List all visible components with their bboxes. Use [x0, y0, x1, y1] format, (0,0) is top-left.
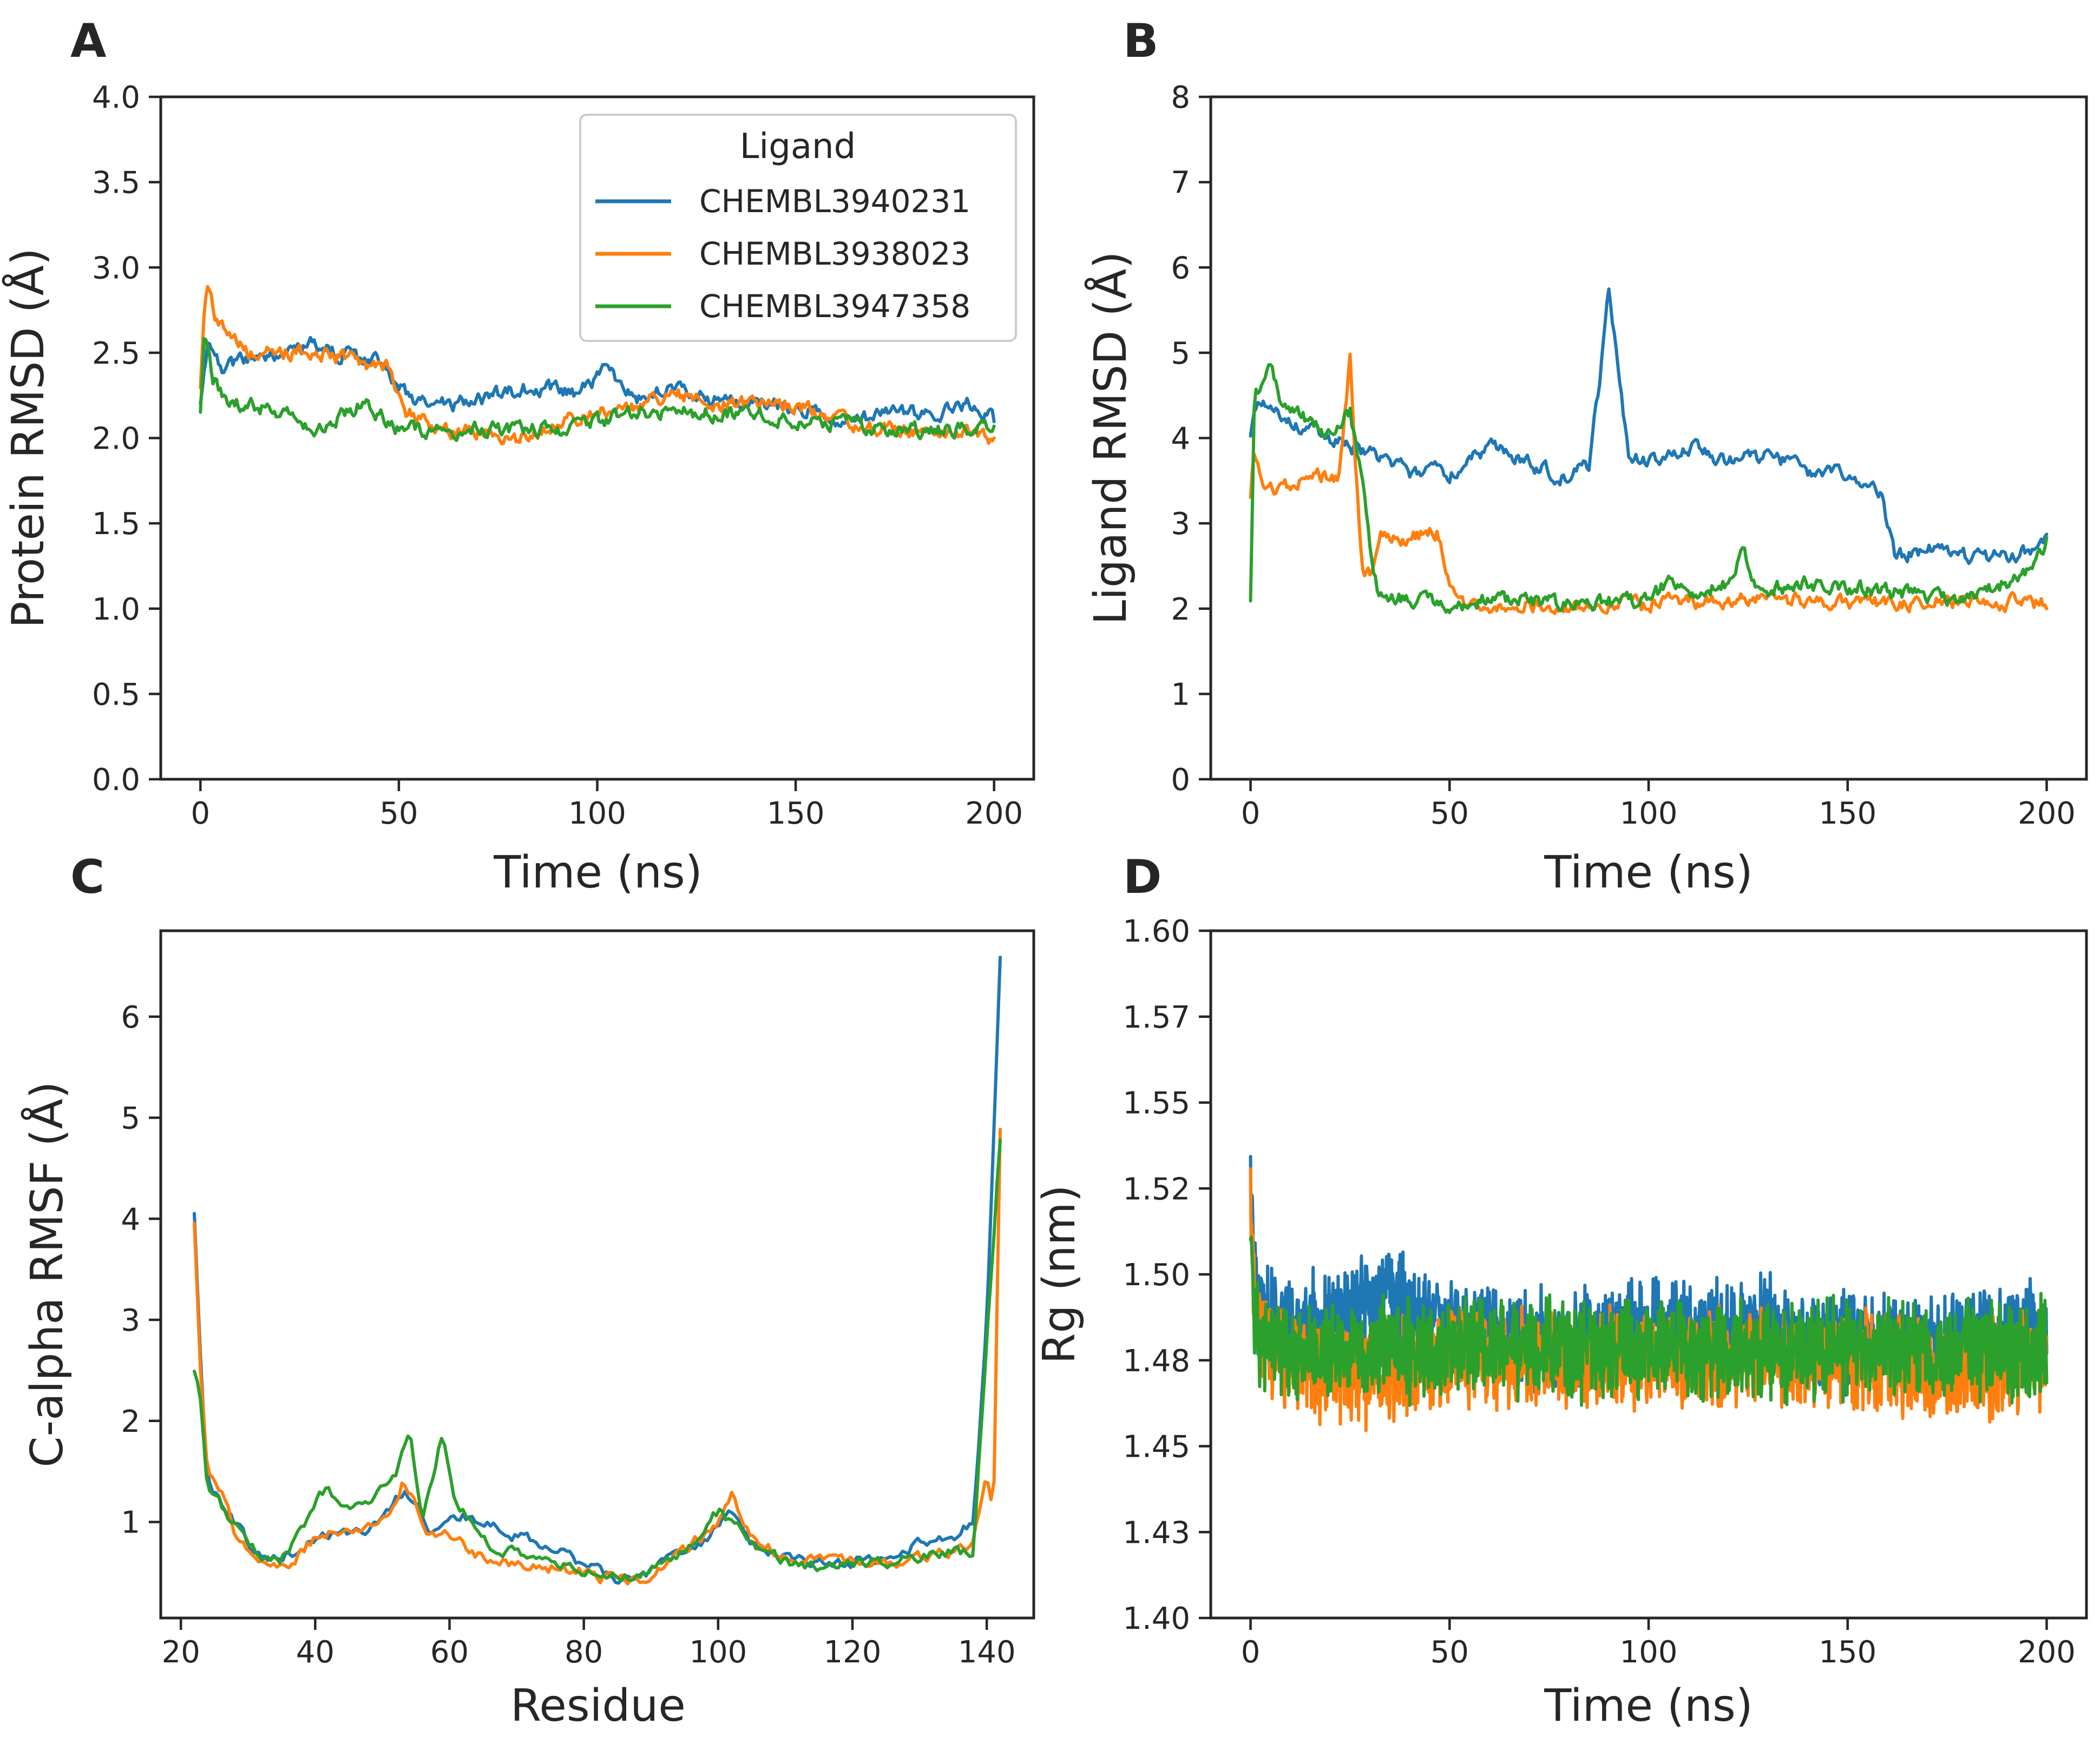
y-tick-label-b-5: 5: [1171, 336, 1190, 371]
axes-frame-c: [159, 929, 1035, 1620]
y-tick-label-d-1: 1.43: [1123, 1515, 1190, 1550]
x-tick-label-b-2: 100: [1620, 796, 1678, 831]
x-axis-label-b: Time (ns): [1544, 847, 1753, 898]
legend-entry-chembl3938023: CHEMBL3938023: [699, 235, 970, 272]
x-tick-label-d-3: 150: [1819, 1635, 1876, 1670]
y-tick-label-b-4: 4: [1171, 422, 1190, 457]
x-tick-label-c-1: 40: [296, 1635, 334, 1670]
y-tick-label-b-0: 0: [1171, 762, 1190, 798]
y-tick-label-b-2: 2: [1171, 592, 1190, 627]
y-tick-label-c-5: 6: [121, 1000, 140, 1035]
y-axis-label-a: Protein RMSD (Å): [2, 248, 54, 628]
y-tick-label-a-6: 3.0: [92, 251, 140, 286]
x-axis-label-c: Residue: [510, 1680, 686, 1732]
panel-letter-a: A: [70, 14, 107, 68]
panel-d: D 0 50 100 150 200 1.40 1.43 1.45 1.48 1.50 1.52 1.…: [1034, 850, 2088, 1732]
x-tick-label-b-1: 50: [1430, 796, 1469, 831]
y-tick-label-c-3: 4: [121, 1202, 140, 1237]
x-tick-label-c-3: 80: [565, 1635, 603, 1670]
x-tick-label-c-4: 100: [689, 1635, 747, 1670]
y-tick-label-a-5: 2.5: [92, 336, 140, 371]
panel-letter-c: C: [70, 850, 104, 904]
y-tick-label-d-0: 1.40: [1123, 1601, 1190, 1636]
series-line-c-chembl3938023: [193, 1128, 1002, 1586]
legend-title: Ligand: [740, 127, 856, 167]
y-tick-label-b-6: 6: [1171, 251, 1190, 286]
series-group-d: [1249, 1155, 2049, 1432]
panel-letter-b: B: [1123, 14, 1159, 68]
y-tick-label-a-7: 3.5: [92, 166, 140, 201]
y-tick-label-d-7: 1.57: [1123, 1000, 1190, 1035]
legend-box: [579, 114, 1017, 342]
series-group-a: [199, 285, 996, 446]
legend: Ligand CHEMBL3940231 CHEMBL3938023 CHEMB…: [579, 114, 1017, 342]
legend-entry-chembl3940231: CHEMBL3940231: [699, 183, 970, 220]
axes-frame-d: [1209, 929, 2088, 1620]
x-tick-label-a-2: 100: [568, 796, 626, 831]
x-tick-label-c-5: 120: [824, 1635, 882, 1670]
y-tick-label-b-3: 3: [1171, 507, 1190, 542]
series-line-b-chembl3940231: [1249, 287, 2049, 565]
series-line-c-chembl3947358: [193, 1138, 1002, 1583]
series-group-b: [1249, 287, 2049, 615]
y-tick-label-a-4: 2.0: [92, 422, 140, 457]
series-line-c-chembl3940231: [193, 956, 1002, 1585]
series-line-b-chembl3947358: [1249, 363, 2049, 614]
series-line-d-chembl3947358: [1249, 1235, 2049, 1407]
x-tick-label-c-2: 60: [430, 1635, 469, 1670]
y-axis-label-d: Rg (nm): [1034, 1185, 1085, 1364]
panel-letter-d: D: [1123, 850, 1161, 904]
y-tick-label-a-2: 1.0: [92, 592, 140, 627]
x-tick-label-b-4: 200: [2018, 796, 2076, 831]
y-tick-label-d-8: 1.60: [1123, 914, 1190, 949]
x-tick-label-c-0: 20: [162, 1635, 200, 1670]
y-tick-label-a-0: 0.0: [92, 762, 140, 798]
y-tick-label-d-4: 1.50: [1123, 1258, 1190, 1293]
x-tick-label-b-3: 150: [1819, 796, 1876, 831]
y-tick-label-d-3: 1.48: [1123, 1344, 1190, 1379]
y-tick-label-b-7: 7: [1171, 166, 1190, 201]
x-tick-label-a-1: 50: [379, 796, 418, 831]
y-tick-label-a-3: 1.5: [92, 507, 140, 542]
series-group-c: [193, 956, 1002, 1586]
x-tick-label-b-0: 0: [1241, 796, 1261, 831]
x-axis-label-a: Time (ns): [493, 847, 702, 898]
y-tick-label-c-0: 1: [121, 1505, 140, 1541]
panel-a: A 0 50 100 150 200 0.0 0.5 1.0 1.5 2.0 2.5 3.0 3.5 4.…: [2, 14, 1035, 898]
x-tick-label-a-4: 200: [965, 796, 1023, 831]
y-axis-label-b: Ligand RMSD (Å): [1085, 252, 1137, 625]
y-tick-label-c-4: 5: [121, 1101, 140, 1136]
x-tick-label-d-2: 100: [1620, 1635, 1678, 1670]
y-tick-label-d-2: 1.45: [1123, 1430, 1190, 1465]
x-tick-label-c-6: 140: [958, 1635, 1016, 1670]
y-tick-label-d-5: 1.52: [1123, 1172, 1190, 1207]
panel-b: B 0 50 100 150 200 0 1 2 3 4 5 6 7 8 Time (ns) Ligand R…: [1085, 14, 2088, 898]
legend-entry-chembl3947358: CHEMBL3947358: [699, 288, 970, 325]
y-tick-label-b-8: 8: [1171, 80, 1190, 115]
y-tick-label-a-8: 4.0: [92, 80, 140, 115]
y-tick-label-a-1: 0.5: [92, 677, 140, 712]
y-axis-label-c: C-alpha RMSF (Å): [21, 1081, 73, 1467]
y-tick-label-c-2: 3: [121, 1303, 140, 1338]
x-tick-label-a-0: 0: [191, 796, 210, 831]
x-tick-label-d-4: 200: [2018, 1635, 2076, 1670]
y-tick-label-d-6: 1.55: [1123, 1086, 1190, 1121]
x-tick-label-d-1: 50: [1430, 1635, 1469, 1670]
y-tick-label-b-1: 1: [1171, 677, 1190, 712]
series-line-b-chembl3938023: [1249, 352, 2049, 615]
y-tick-label-c-1: 2: [121, 1404, 140, 1439]
x-tick-label-a-3: 150: [767, 796, 825, 831]
x-tick-label-d-0: 0: [1241, 1635, 1261, 1670]
panel-c: C 20 40 60 80 100 120 140 1 2 3 4 5 6 Residue C-alpha …: [21, 850, 1035, 1732]
series-line-a-chembl3947358: [199, 337, 996, 442]
x-axis-label-d: Time (ns): [1544, 1680, 1753, 1732]
